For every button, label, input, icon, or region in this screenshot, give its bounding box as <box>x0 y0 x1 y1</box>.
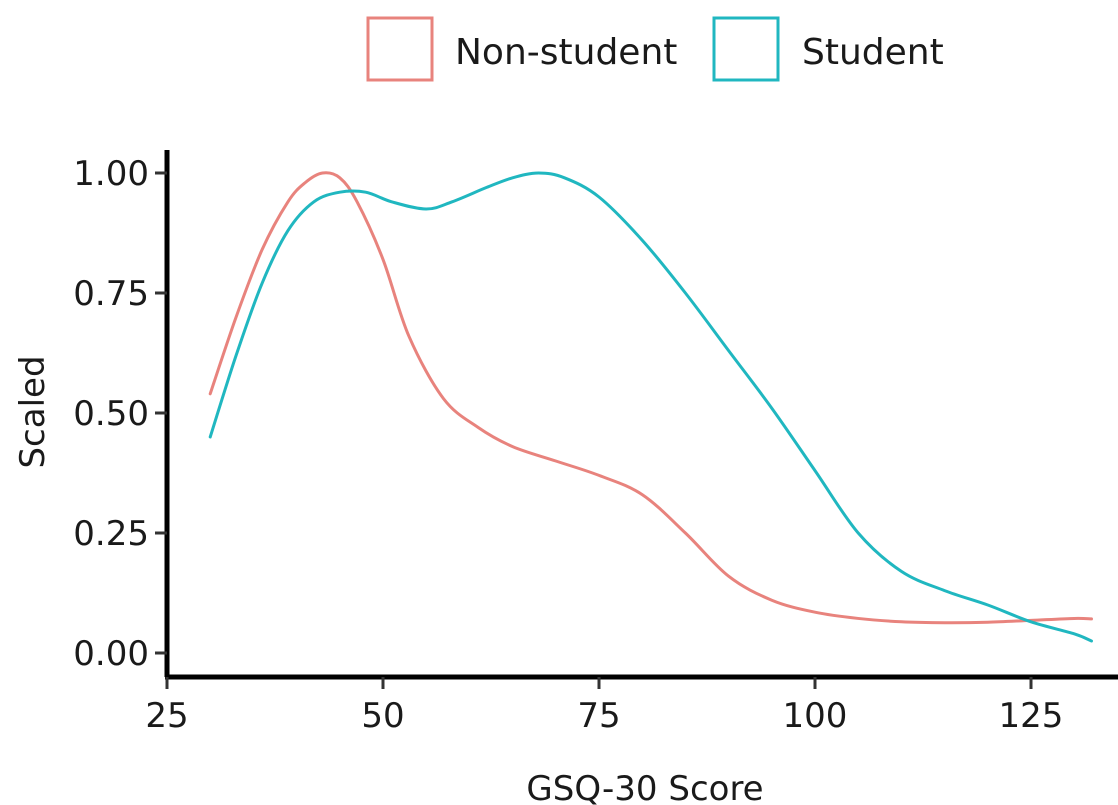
x-axis-title: GSQ-30 Score <box>526 769 763 805</box>
series-layer <box>208 171 1093 643</box>
y-axis-title: Scaled <box>13 355 53 468</box>
x-tick-label: 75 <box>577 696 620 736</box>
x-tick-label: 125 <box>999 696 1064 736</box>
legend-key-non-student[interactable] <box>366 16 434 82</box>
y-tick-label: 0.00 <box>73 634 149 674</box>
y-tick-label: 0.25 <box>73 514 149 554</box>
x-tick-label: 25 <box>145 696 188 736</box>
x-tick-label: 50 <box>361 696 404 736</box>
x-tick-label: 100 <box>783 696 848 736</box>
legend: Non-student Student <box>366 16 944 82</box>
legend-key-student[interactable] <box>712 16 780 82</box>
series-line-student <box>208 171 1093 643</box>
y-ticks: 0.00 0.25 0.50 0.75 1.00 <box>73 154 167 674</box>
legend-label-non-student: Non-student <box>455 32 677 73</box>
series-line-non-student <box>208 171 1093 625</box>
x-ticks: 25 50 75 100 125 <box>145 677 1063 736</box>
y-tick-label: 0.75 <box>73 274 149 314</box>
legend-label-student: Student <box>802 32 944 73</box>
y-tick-label: 0.50 <box>73 394 149 434</box>
y-tick-label: 1.00 <box>73 154 149 194</box>
